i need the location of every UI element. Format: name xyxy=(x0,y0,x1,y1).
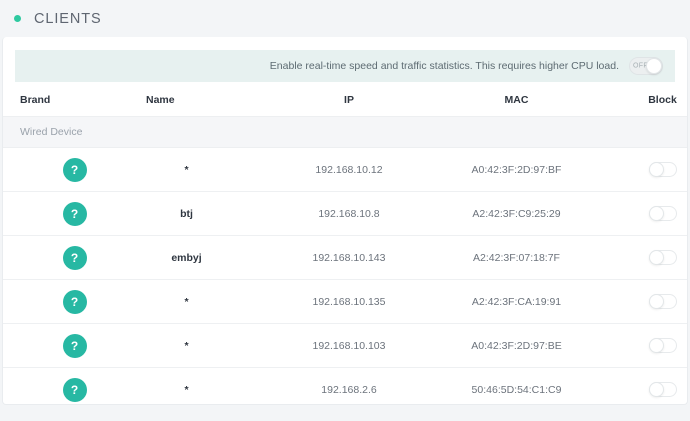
realtime-stats-label: Enable real-time speed and traffic stati… xyxy=(269,60,619,72)
realtime-stats-toggle-label: OFF xyxy=(633,62,648,70)
name-cell: * xyxy=(130,367,264,404)
question-icon: ? xyxy=(62,377,87,402)
block-toggle[interactable] xyxy=(648,337,677,353)
ip-cell: 192.168.2.6 xyxy=(264,367,434,404)
block-cell xyxy=(599,323,687,368)
ip-cell: 192.168.10.12 xyxy=(264,147,434,192)
table-row[interactable]: ? * 192.168.2.6 50:46:5D:54:C1:C9 xyxy=(3,367,687,404)
brand-cell: ? xyxy=(3,147,130,192)
ip-cell: 192.168.10.8 xyxy=(264,191,434,236)
column-header-ip: IP xyxy=(264,82,434,117)
realtime-stats-toggle[interactable]: OFF xyxy=(629,57,663,75)
brand-cell: ? xyxy=(3,235,130,280)
brand-cell: ? xyxy=(3,191,130,236)
question-icon: ? xyxy=(62,245,87,270)
table-body: Wired Device ? * 192.168.10.12 A0:42:3F:… xyxy=(3,116,687,404)
question-icon: ? xyxy=(62,157,87,182)
brand-cell: ? xyxy=(3,367,130,404)
mac-cell: A2:42:3F:CA:19:91 xyxy=(434,279,599,324)
mac-cell: A2:42:3F:07:18:7F xyxy=(434,235,599,280)
mac-cell: A0:42:3F:2D:97:BE xyxy=(434,323,599,368)
name-cell: * xyxy=(130,279,264,324)
question-icon: ? xyxy=(62,201,87,226)
block-toggle[interactable] xyxy=(648,161,677,177)
block-toggle[interactable] xyxy=(648,293,677,309)
status-dot-icon xyxy=(14,15,21,22)
block-toggle-knob xyxy=(648,337,664,353)
block-cell xyxy=(599,367,687,404)
block-toggle[interactable] xyxy=(648,205,677,221)
block-toggle-knob xyxy=(648,293,664,309)
page-title: CLIENTS xyxy=(34,10,102,27)
realtime-stats-banner: Enable real-time speed and traffic stati… xyxy=(15,50,675,82)
table-header: Brand Name IP MAC Block xyxy=(3,82,687,117)
mac-cell: A0:42:3F:2D:97:BF xyxy=(434,147,599,192)
clients-table: Brand Name IP MAC Block Wired Device ? *… xyxy=(3,82,687,404)
ip-cell: 192.168.10.103 xyxy=(264,323,434,368)
mac-cell: 50:46:5D:54:C1:C9 xyxy=(434,367,599,404)
column-header-block: Block xyxy=(599,82,687,117)
block-toggle-knob xyxy=(648,205,664,221)
block-cell xyxy=(599,279,687,324)
block-toggle-knob xyxy=(648,249,664,265)
block-cell xyxy=(599,147,687,192)
group-row-wired-device: Wired Device xyxy=(3,116,687,148)
name-cell: btj xyxy=(130,191,264,236)
page-header: CLIENTS xyxy=(0,0,690,37)
name-cell: * xyxy=(130,323,264,368)
block-toggle-knob xyxy=(648,381,664,397)
table-header-row: Brand Name IP MAC Block xyxy=(3,82,687,117)
table-row[interactable]: ? embyj 192.168.10.143 A2:42:3F:07:18:7F xyxy=(3,235,687,280)
column-header-brand: Brand xyxy=(3,82,130,117)
question-icon: ? xyxy=(62,289,87,314)
brand-cell: ? xyxy=(3,323,130,368)
ip-cell: 192.168.10.143 xyxy=(264,235,434,280)
name-cell: * xyxy=(130,147,264,192)
mac-cell: A2:42:3F:C9:25:29 xyxy=(434,191,599,236)
ip-cell: 192.168.10.135 xyxy=(264,279,434,324)
column-header-name: Name xyxy=(130,82,264,117)
block-toggle[interactable] xyxy=(648,381,677,397)
block-cell xyxy=(599,191,687,236)
name-cell: embyj xyxy=(130,235,264,280)
toggle-knob xyxy=(646,58,662,74)
question-icon: ? xyxy=(62,333,87,358)
table-row[interactable]: ? * 192.168.10.103 A0:42:3F:2D:97:BE xyxy=(3,323,687,368)
block-toggle-knob xyxy=(648,161,664,177)
clients-card: Enable real-time speed and traffic stati… xyxy=(2,37,688,405)
brand-cell: ? xyxy=(3,279,130,324)
block-toggle[interactable] xyxy=(648,249,677,265)
column-header-mac: MAC xyxy=(434,82,599,117)
group-row-label: Wired Device xyxy=(3,116,687,148)
table-row[interactable]: ? * 192.168.10.12 A0:42:3F:2D:97:BF xyxy=(3,147,687,192)
table-row[interactable]: ? btj 192.168.10.8 A2:42:3F:C9:25:29 xyxy=(3,191,687,236)
block-cell xyxy=(599,235,687,280)
table-row[interactable]: ? * 192.168.10.135 A2:42:3F:CA:19:91 xyxy=(3,279,687,324)
